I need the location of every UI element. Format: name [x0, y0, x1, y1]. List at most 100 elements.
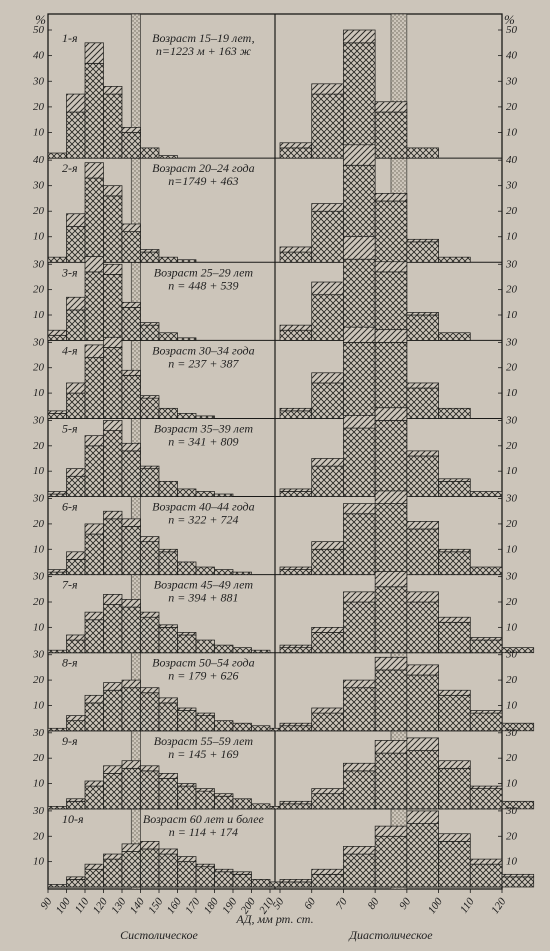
- dia-bar-diag: [407, 738, 439, 751]
- panel-age-label: Возраст 20–24 года: [152, 161, 254, 175]
- dia-bar-cross: [312, 94, 344, 158]
- sys-bar-diag: [104, 511, 123, 519]
- dia-bar-cross: [470, 789, 502, 809]
- sys-bar-cross: [233, 723, 252, 731]
- x-axis-title: АД, мм рт. ст.: [235, 912, 313, 926]
- ytick-left: 10: [33, 699, 45, 711]
- sys-bar-cross: [215, 872, 234, 887]
- ytick-right: 40: [506, 154, 518, 166]
- sys-bar-cross: [215, 721, 234, 731]
- ytick-right: 10: [506, 387, 518, 399]
- dia-bar-diag: [375, 330, 407, 343]
- sys-bar-cross: [48, 728, 67, 731]
- dia-bar-diag: [439, 617, 471, 622]
- dia-bar-diag: [407, 665, 439, 675]
- dia-bar-cross: [407, 315, 439, 340]
- sys-bar-cross: [196, 716, 215, 731]
- sys-bar-cross: [215, 796, 234, 809]
- dia-bar-diag: [312, 869, 344, 874]
- dia-bar-cross: [312, 794, 344, 809]
- sys-bar-cross: [48, 494, 67, 497]
- dia-bar-diag: [280, 143, 312, 148]
- sys-bar-cross: [159, 156, 178, 159]
- dia-bar-cross: [470, 640, 502, 653]
- dia-bar-diag: [502, 874, 534, 877]
- col-title-systolic: Систолическое: [120, 928, 198, 942]
- dia-bar-cross: [470, 491, 502, 496]
- panel-age-label: Возраст 60 лет и более: [143, 812, 265, 826]
- figure-wrap: %%101020203030404050501-яВозраст 15–19 л…: [0, 0, 550, 951]
- dia-bar-cross: [312, 295, 344, 341]
- sys-bar-diag: [48, 330, 67, 335]
- sys-bar-cross: [122, 768, 141, 809]
- sys-bar-diag: [159, 549, 178, 552]
- sys-bar-cross: [104, 859, 123, 887]
- dia-bar-cross: [407, 675, 439, 731]
- sys-bar-cross: [196, 791, 215, 809]
- dia-bar-cross: [375, 201, 407, 262]
- sys-bar-cross: [196, 416, 215, 419]
- sys-bar-diag: [122, 844, 141, 852]
- ytick-left: 10: [33, 387, 45, 399]
- sys-bar-diag: [85, 436, 104, 446]
- ytick-right: 10: [506, 699, 518, 711]
- panel-age-label: Возраст 35–39 лет: [154, 421, 254, 435]
- sys-bar-cross: [85, 786, 104, 809]
- sys-bar-diag: [104, 86, 123, 94]
- ytick-right: 30: [505, 571, 518, 583]
- panel-age-label: Возраст 30–34 года: [152, 343, 254, 357]
- dia-bar-cross: [312, 466, 344, 496]
- sys-bar-cross: [104, 431, 123, 497]
- ytick-left: 10: [33, 231, 45, 243]
- dia-bar-diag: [343, 145, 375, 165]
- sys-bar-cross: [104, 519, 123, 575]
- dia-bar-cross: [312, 874, 344, 887]
- sys-bar-diag: [67, 552, 86, 560]
- dia-bar-diag: [407, 239, 439, 242]
- sys-bar-cross: [178, 711, 197, 731]
- ytick-left: 30: [32, 649, 45, 661]
- sys-bar-cross: [122, 375, 141, 418]
- sys-bar-diag: [122, 599, 141, 607]
- dia-bar-cross: [343, 854, 375, 887]
- sys-bar-diag: [85, 524, 104, 534]
- sys-bar-cross: [178, 635, 197, 653]
- sys-bar-cross: [196, 867, 215, 887]
- dia-bar-diag: [312, 204, 344, 212]
- sys-bar-cross: [104, 690, 123, 731]
- sys-bar-cross: [159, 257, 178, 262]
- dia-bar-diag: [343, 592, 375, 602]
- dia-bar-cross: [280, 491, 312, 496]
- sys-bar-cross: [85, 272, 104, 340]
- sys-bar-diag: [141, 466, 160, 469]
- dia-bar-cross: [407, 242, 439, 262]
- sys-bar-diag: [122, 127, 141, 132]
- sys-bar-cross: [67, 393, 86, 418]
- sys-bar-diag: [141, 612, 160, 617]
- panel-age-label: Возраст 50–54 года: [152, 656, 254, 670]
- ytick-left: 20: [33, 440, 45, 452]
- dia-bar-cross: [343, 514, 375, 575]
- dia-bar-diag: [407, 383, 439, 388]
- sys-bar-cross: [85, 358, 104, 419]
- dia-bar-cross: [280, 804, 312, 809]
- sys-bar-cross: [48, 650, 67, 653]
- sys-bar-diag: [85, 257, 104, 272]
- ytick-right: 30: [505, 649, 518, 661]
- sys-bar-diag: [67, 297, 86, 310]
- ytick-right: 50: [506, 24, 518, 36]
- ytick-left: 20: [33, 830, 45, 842]
- dia-bar-diag: [375, 102, 407, 112]
- sys-bar-diag: [141, 323, 160, 326]
- sys-bar-diag: [141, 250, 160, 253]
- dia-bar-diag: [280, 325, 312, 330]
- ytick-left: 10: [33, 309, 45, 321]
- sys-bar-diag: [141, 396, 160, 399]
- ytick-right: 20: [506, 674, 518, 686]
- sys-bar-diag: [104, 420, 123, 430]
- dia-bar-diag: [280, 879, 312, 882]
- sys-bar-cross: [48, 153, 67, 158]
- sys-bar-diag: [122, 302, 141, 307]
- ytick-left: 20: [33, 101, 45, 113]
- ytick-left: 10: [33, 856, 45, 868]
